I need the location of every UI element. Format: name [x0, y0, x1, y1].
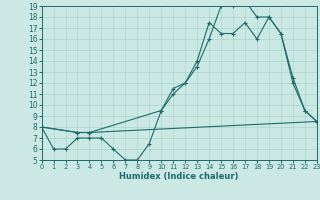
- X-axis label: Humidex (Indice chaleur): Humidex (Indice chaleur): [119, 172, 239, 181]
